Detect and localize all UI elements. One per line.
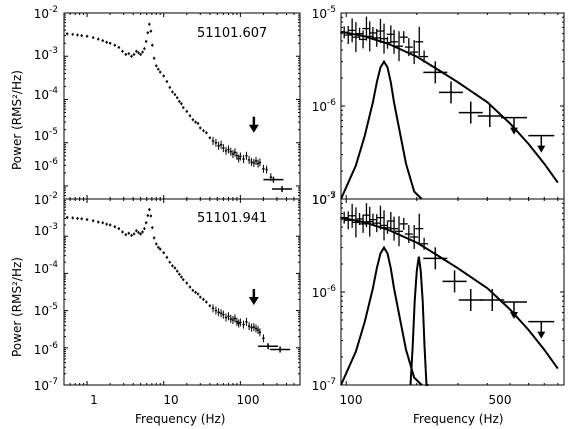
- panel-top-left-plot: [65, 22, 293, 193]
- tick-layer: 10-2 10-3 10-4 10-5 10-6 10-2 10-3 10-4 10-5 10-6…: [34, 5, 564, 407]
- y-tick-label: 10-6: [34, 341, 59, 357]
- y-tick-label: 10-4: [34, 260, 59, 276]
- panel-bottom-right-plot: [340, 203, 559, 386]
- panel-bottom-right-frame: [340, 198, 565, 386]
- ylabel-bottom: Power (RMS²/Hz): [10, 257, 24, 357]
- xlabel-left: Frequency (Hz): [135, 412, 226, 426]
- model-curve: [340, 30, 559, 184]
- y-tick-label: 10-4: [34, 86, 59, 102]
- model-curve: [340, 216, 559, 370]
- x-tick-label: 100: [237, 393, 260, 407]
- x-tick-label: 10: [163, 393, 178, 407]
- upper-limit-arrowhead: [537, 145, 546, 153]
- y-tick-label: 10-3: [34, 46, 58, 62]
- y-tick-label: 10-5: [312, 191, 336, 207]
- x-tick-label: 1: [90, 393, 98, 407]
- y-tick-label: 10-6: [312, 284, 337, 300]
- y-tick-label: 10-7: [312, 377, 336, 393]
- y-tick-label: 10-5: [34, 127, 58, 143]
- y-tick-label: 10-2: [34, 191, 58, 207]
- panel-top-right-frame: [340, 12, 565, 200]
- lorentzian-curve: [340, 245, 423, 386]
- upper-limit-arrowhead: [537, 331, 546, 339]
- lorentzian-2-curve: [409, 256, 429, 386]
- ylabel-top: Power (RMS²/Hz): [10, 70, 24, 170]
- qpo-limit-arrowhead: [248, 297, 259, 306]
- panel-top-right-plot: [340, 16, 559, 200]
- y-tick-label: 10-6: [34, 157, 59, 173]
- x-tick-label: 100: [340, 393, 363, 407]
- xlabel-right: Frequency (Hz): [413, 412, 504, 426]
- panel-annotation-bottom: 51101.941: [197, 211, 267, 226]
- y-tick-label: 10-5: [312, 5, 336, 21]
- panel-bottom-left-frame: [63, 198, 301, 386]
- panel-bottom-left-plot: [65, 208, 291, 353]
- y-tick-label: 10-2: [34, 5, 58, 21]
- y-tick-label: 10-3: [34, 222, 58, 238]
- y-tick-label: 10-6: [312, 98, 337, 114]
- qpo-limit-arrowhead: [248, 124, 259, 133]
- x-tick-label: 500: [489, 393, 512, 407]
- upper-limit-arrowhead: [509, 312, 518, 320]
- y-tick-label: 10-7: [34, 377, 58, 393]
- lorentzian-curve: [340, 59, 423, 200]
- y-tick-label: 10-5: [34, 302, 58, 318]
- y-tick-label: 10-7: [312, 191, 336, 207]
- panel-annotation-top: 51101.607: [197, 26, 267, 41]
